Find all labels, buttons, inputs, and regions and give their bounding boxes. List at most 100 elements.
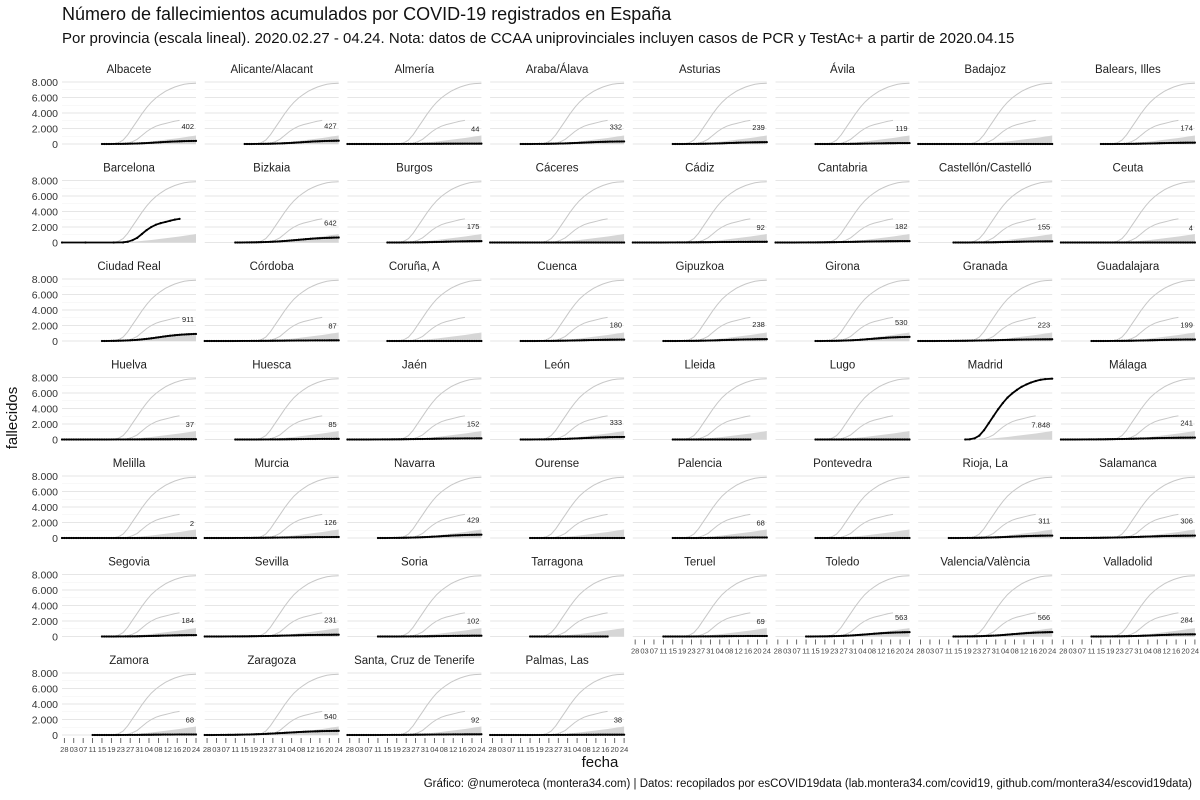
data-point [826,438,829,441]
data-point [383,635,387,638]
data-point [880,337,883,340]
data-point [950,339,953,342]
data-point [1165,241,1168,244]
data-point [1120,339,1124,342]
data-point [414,142,417,145]
background-line [265,513,323,539]
data-point [129,733,132,737]
data-point [959,339,962,342]
data-point [1130,635,1133,638]
data-point [587,436,590,439]
panel-title: Valladolid [1103,557,1152,569]
data-point [1013,338,1016,341]
data-point [91,733,94,737]
data-point [217,536,220,540]
data-point [945,142,948,146]
data-point [414,339,417,343]
data-point [1111,142,1114,146]
data-point [882,536,885,540]
data-point [112,733,115,737]
end-value-label: 152 [467,419,480,428]
data-point [557,635,560,638]
data-point [868,536,871,540]
end-value-label: 182 [895,222,908,231]
data-point [131,733,134,737]
data-point [1125,142,1128,145]
data-point [994,142,997,146]
data-point [86,438,89,441]
data-point [611,536,614,540]
data-point [314,633,317,637]
data-point [119,733,122,737]
data-point [117,339,120,342]
data-point [131,438,134,441]
data-point [683,635,686,638]
background-line [836,415,894,440]
data-point [1044,142,1047,146]
data-point [498,241,501,244]
data-point [779,241,782,244]
data-point [550,438,553,441]
data-point [1182,633,1185,636]
data-point [445,240,448,243]
data-point [107,339,111,343]
data-point [676,635,679,638]
data-point [379,438,382,441]
data-point [257,339,260,342]
data-point [524,241,527,244]
data-point [255,635,258,638]
data-point [957,241,960,244]
data-point [119,339,122,342]
data-point [409,635,412,638]
data-point [402,438,405,441]
data-point [292,141,296,144]
background-line [551,415,608,440]
data-point [267,634,270,638]
data-point [564,437,567,440]
data-point [861,142,864,145]
x-tick-label: 20 [468,745,476,754]
data-point [573,241,576,244]
data-point [426,437,429,440]
data-point [416,733,420,736]
data-point [587,733,590,736]
data-point [765,634,768,638]
data-point [67,536,71,540]
data-point [323,633,326,636]
data-point [288,239,291,242]
x-tick-label: 07 [792,647,800,656]
data-point [559,635,562,638]
background-line [822,575,910,637]
y-tick-label: 4.000 [32,699,58,711]
data-point [171,334,174,337]
data-point [183,536,186,540]
data-point [138,338,141,341]
data-point [1186,436,1189,439]
data-point [1092,635,1095,638]
data-point [321,437,324,441]
background-line [965,575,1053,637]
data-point [180,333,183,336]
x-tick-label: 11 [231,745,239,754]
data-point [1064,536,1067,540]
data-point [449,534,452,537]
background-line [251,378,339,440]
data-point [545,339,548,343]
data-point [896,631,899,634]
data-point [463,240,467,243]
data-point [613,338,616,341]
data-point [725,438,728,441]
background-line [1121,612,1179,637]
data-point [528,733,532,737]
data-point [1151,437,1154,440]
data-point [264,339,267,342]
data-point [1172,534,1175,537]
data-point [271,142,274,145]
data-point [355,438,358,441]
data-point [573,437,576,440]
data-point [470,634,474,637]
data-point [126,142,129,145]
data-point [321,535,324,539]
x-tick-label: 03 [212,745,220,754]
